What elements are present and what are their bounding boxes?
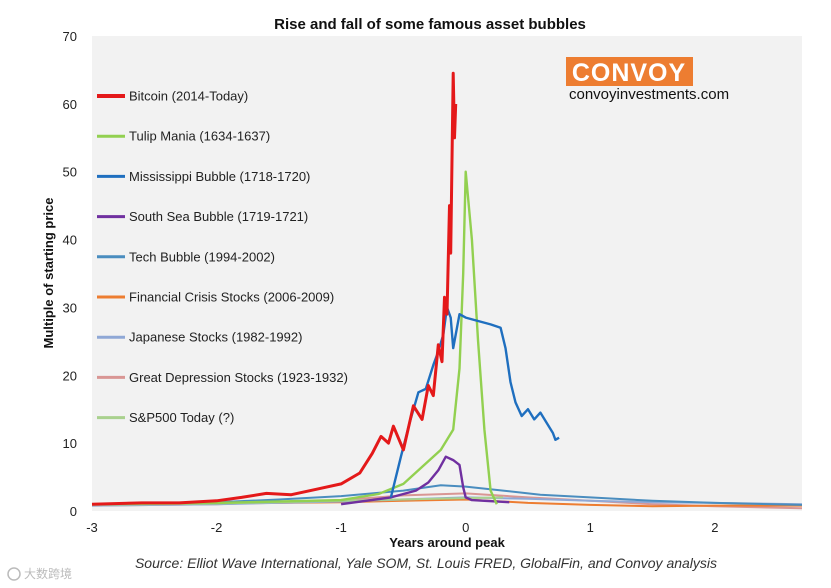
watermark: 大数跨境	[7, 566, 72, 581]
series-line	[340, 455, 510, 506]
y-tick-label: 40	[63, 233, 77, 248]
legend-entry: S&P500 Today (?)	[129, 410, 234, 425]
chart-title: Rise and fall of some famous asset bubbl…	[274, 16, 586, 33]
convoy-logo-box	[566, 57, 693, 86]
y-axis-ticks: 0 10 20 30 40 50 60 70	[63, 29, 77, 519]
source-note: Source: Elliot Wave International, Yale …	[135, 555, 717, 571]
y-tick-label: 10	[63, 436, 77, 451]
legend-entry: Financial Crisis Stocks (2006-2009)	[129, 290, 334, 305]
series-line	[91, 484, 803, 506]
x-tick-label: -1	[335, 520, 347, 535]
watermark-icon	[7, 567, 21, 581]
y-tick-label: 30	[63, 300, 77, 315]
y-tick-label: 0	[70, 504, 77, 519]
y-tick-label: 20	[63, 368, 77, 383]
x-tick-label: 2	[711, 520, 718, 535]
series-line	[91, 71, 458, 506]
x-axis-label: Years around peak	[389, 535, 505, 550]
legend: Bitcoin (2014-Today) Tulip Mania (1634-16…	[97, 89, 348, 425]
x-tick-label: -3	[86, 520, 98, 535]
series-lines	[91, 71, 803, 510]
x-tick-label: -2	[211, 520, 223, 535]
y-tick-label: 50	[63, 165, 77, 180]
y-tick-label: 60	[63, 97, 77, 112]
legend-entry: Bitcoin (2014-Today)	[129, 89, 248, 104]
convoy-logo: CONVOY	[566, 57, 693, 87]
legend-entry: Japanese Stocks (1982-1992)	[129, 330, 302, 345]
legend-entry: South Sea Bubble (1719-1721)	[129, 209, 308, 224]
convoy-url: convoyinvestments.com	[569, 86, 729, 103]
legend-entry: Tulip Mania (1634-1637)	[129, 129, 270, 144]
legend-entry: Mississippi Bubble (1718-1720)	[129, 169, 310, 184]
y-tick-label: 70	[63, 29, 77, 44]
x-tick-label: 1	[587, 520, 594, 535]
y-axis-label: Multiple of starting price	[41, 198, 56, 349]
x-axis-ticks: -3 -2 -1 0 1 2	[86, 520, 718, 535]
legend-entry: Great Depression Stocks (1923-1932)	[129, 370, 348, 385]
series-line	[91, 170, 498, 506]
watermark-text: 大数跨境	[24, 566, 72, 581]
legend-entry: Tech Bubble (1994-2002)	[129, 249, 275, 264]
convoy-logo-text: CONVOY	[572, 59, 686, 87]
series-line	[389, 306, 560, 498]
x-tick-label: 0	[462, 520, 469, 535]
